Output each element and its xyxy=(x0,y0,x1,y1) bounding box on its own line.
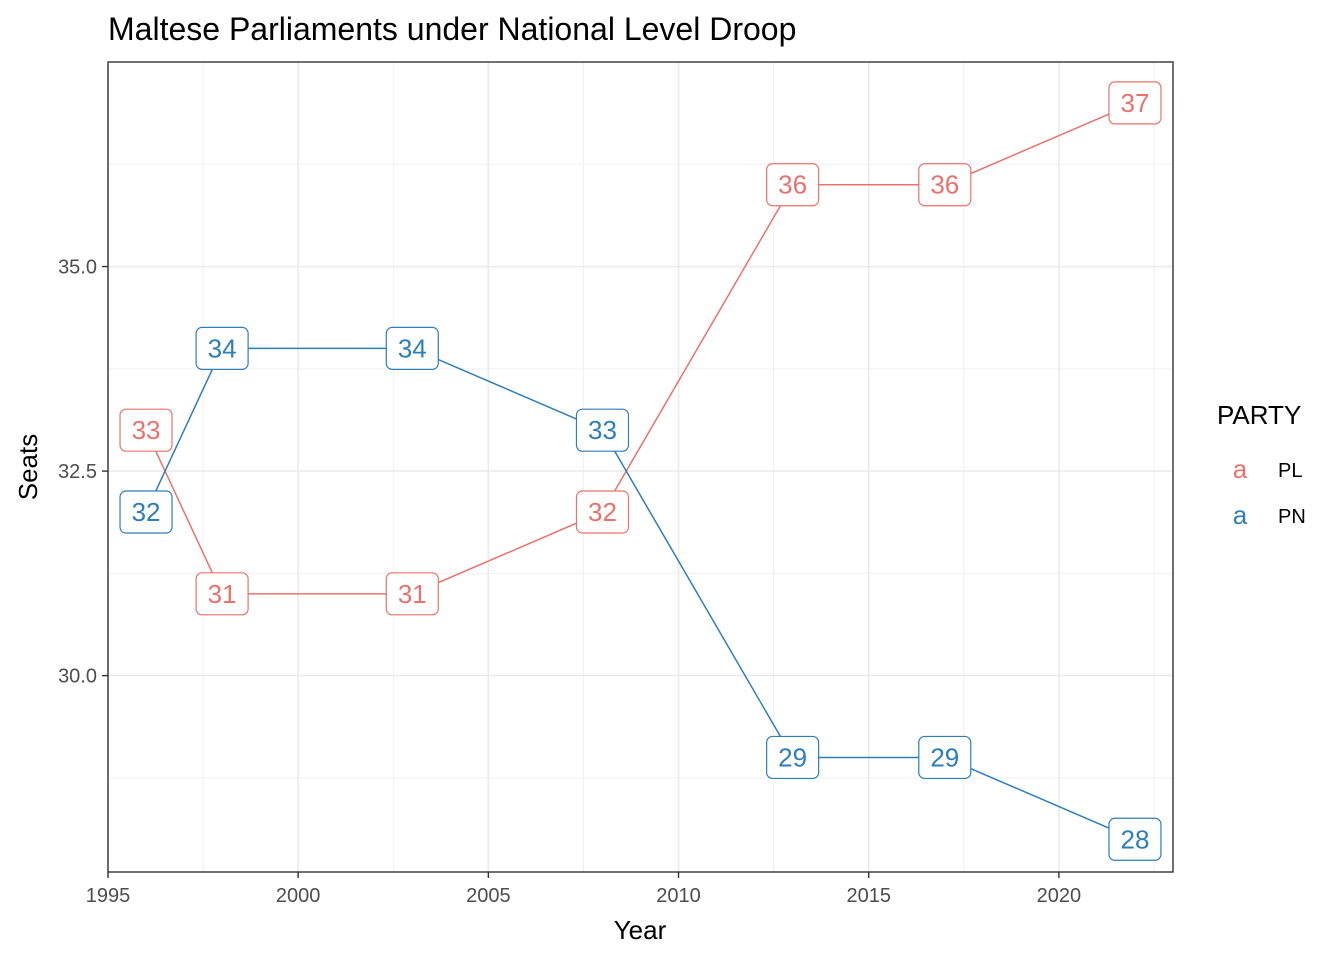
point-label-box xyxy=(119,490,173,534)
y-tick-label: 35.0 xyxy=(58,257,97,279)
point-label-pn: 29 xyxy=(918,735,972,780)
point-label-box xyxy=(1108,817,1162,861)
grid xyxy=(107,62,1173,872)
legend-label-pl: PL xyxy=(1278,460,1302,482)
legend-key-pn: a xyxy=(1233,500,1248,530)
x-tick-label: 2020 xyxy=(1037,885,1082,907)
point-label-pn: 32 xyxy=(119,490,173,534)
point-label-text: 34 xyxy=(398,333,427,363)
point-label-box xyxy=(766,163,820,207)
point-label-pl: 37 xyxy=(1108,81,1162,125)
x-tick-label: 2000 xyxy=(276,885,321,907)
point-label-box xyxy=(119,408,173,452)
point-label-pl: 31 xyxy=(385,572,439,616)
x-axis-title: Year xyxy=(614,915,667,945)
point-label-pl: 36 xyxy=(918,163,972,207)
chart-title: Maltese Parliaments under National Level… xyxy=(108,11,796,47)
x-tick-label: 2010 xyxy=(656,885,701,907)
x-tick-label: 1995 xyxy=(86,885,131,907)
legend-title: PARTY xyxy=(1217,400,1301,430)
y-tick-label: 30.0 xyxy=(58,666,97,688)
point-label-box xyxy=(195,572,249,616)
point-label-text: 28 xyxy=(1121,824,1150,854)
point-label-text: 37 xyxy=(1121,88,1150,118)
point-label-pl: 31 xyxy=(195,572,249,616)
point-label-pl: 36 xyxy=(766,163,820,207)
point-label-pl: 32 xyxy=(575,490,630,534)
y-axis-title: Seats xyxy=(13,434,43,501)
point-label-text: 31 xyxy=(398,579,427,609)
point-label-text: 29 xyxy=(778,742,807,772)
y-axis: 30.0 32.5 35.0 xyxy=(58,257,108,688)
point-label-text: 36 xyxy=(778,170,807,200)
point-label-text: 32 xyxy=(588,497,617,527)
point-label-text: 34 xyxy=(208,333,237,363)
point-label-box xyxy=(1108,81,1162,125)
point-label-text: 33 xyxy=(132,415,161,445)
legend-key-pl: a xyxy=(1233,454,1248,484)
point-label-pn: 28 xyxy=(1108,817,1162,861)
point-label-box xyxy=(575,490,630,534)
point-label-pl: 33 xyxy=(119,408,173,452)
point-label-box xyxy=(918,735,972,780)
point-label-text: 33 xyxy=(588,415,617,445)
point-label-text: 36 xyxy=(930,170,959,200)
x-tick-label: 2005 xyxy=(466,885,511,907)
panel-border xyxy=(107,61,1174,873)
point-label-text: 29 xyxy=(930,742,959,772)
point-label-box xyxy=(766,735,820,780)
point-labels: 33 31 31 32 36 36 37 32 34 34 33 29 29 28 xyxy=(119,81,1162,861)
point-label-box xyxy=(195,326,249,370)
point-label-box xyxy=(575,408,630,452)
point-label-box xyxy=(385,326,439,370)
legend-label-pn: PN xyxy=(1278,506,1306,528)
point-label-pn: 33 xyxy=(575,408,630,452)
point-label-text: 32 xyxy=(132,497,161,527)
legend: PARTY a PL a PN xyxy=(1217,400,1306,530)
point-label-pn: 29 xyxy=(766,735,820,780)
x-tick-label: 2015 xyxy=(846,885,891,907)
point-label-pn: 34 xyxy=(195,326,249,370)
x-axis: 1995 2000 2005 2010 2015 2020 xyxy=(86,872,1081,907)
point-label-pn: 34 xyxy=(385,326,439,370)
y-tick-label: 32.5 xyxy=(58,461,97,483)
point-label-box xyxy=(385,572,439,616)
point-label-text: 31 xyxy=(208,579,237,609)
point-label-box xyxy=(918,163,972,207)
